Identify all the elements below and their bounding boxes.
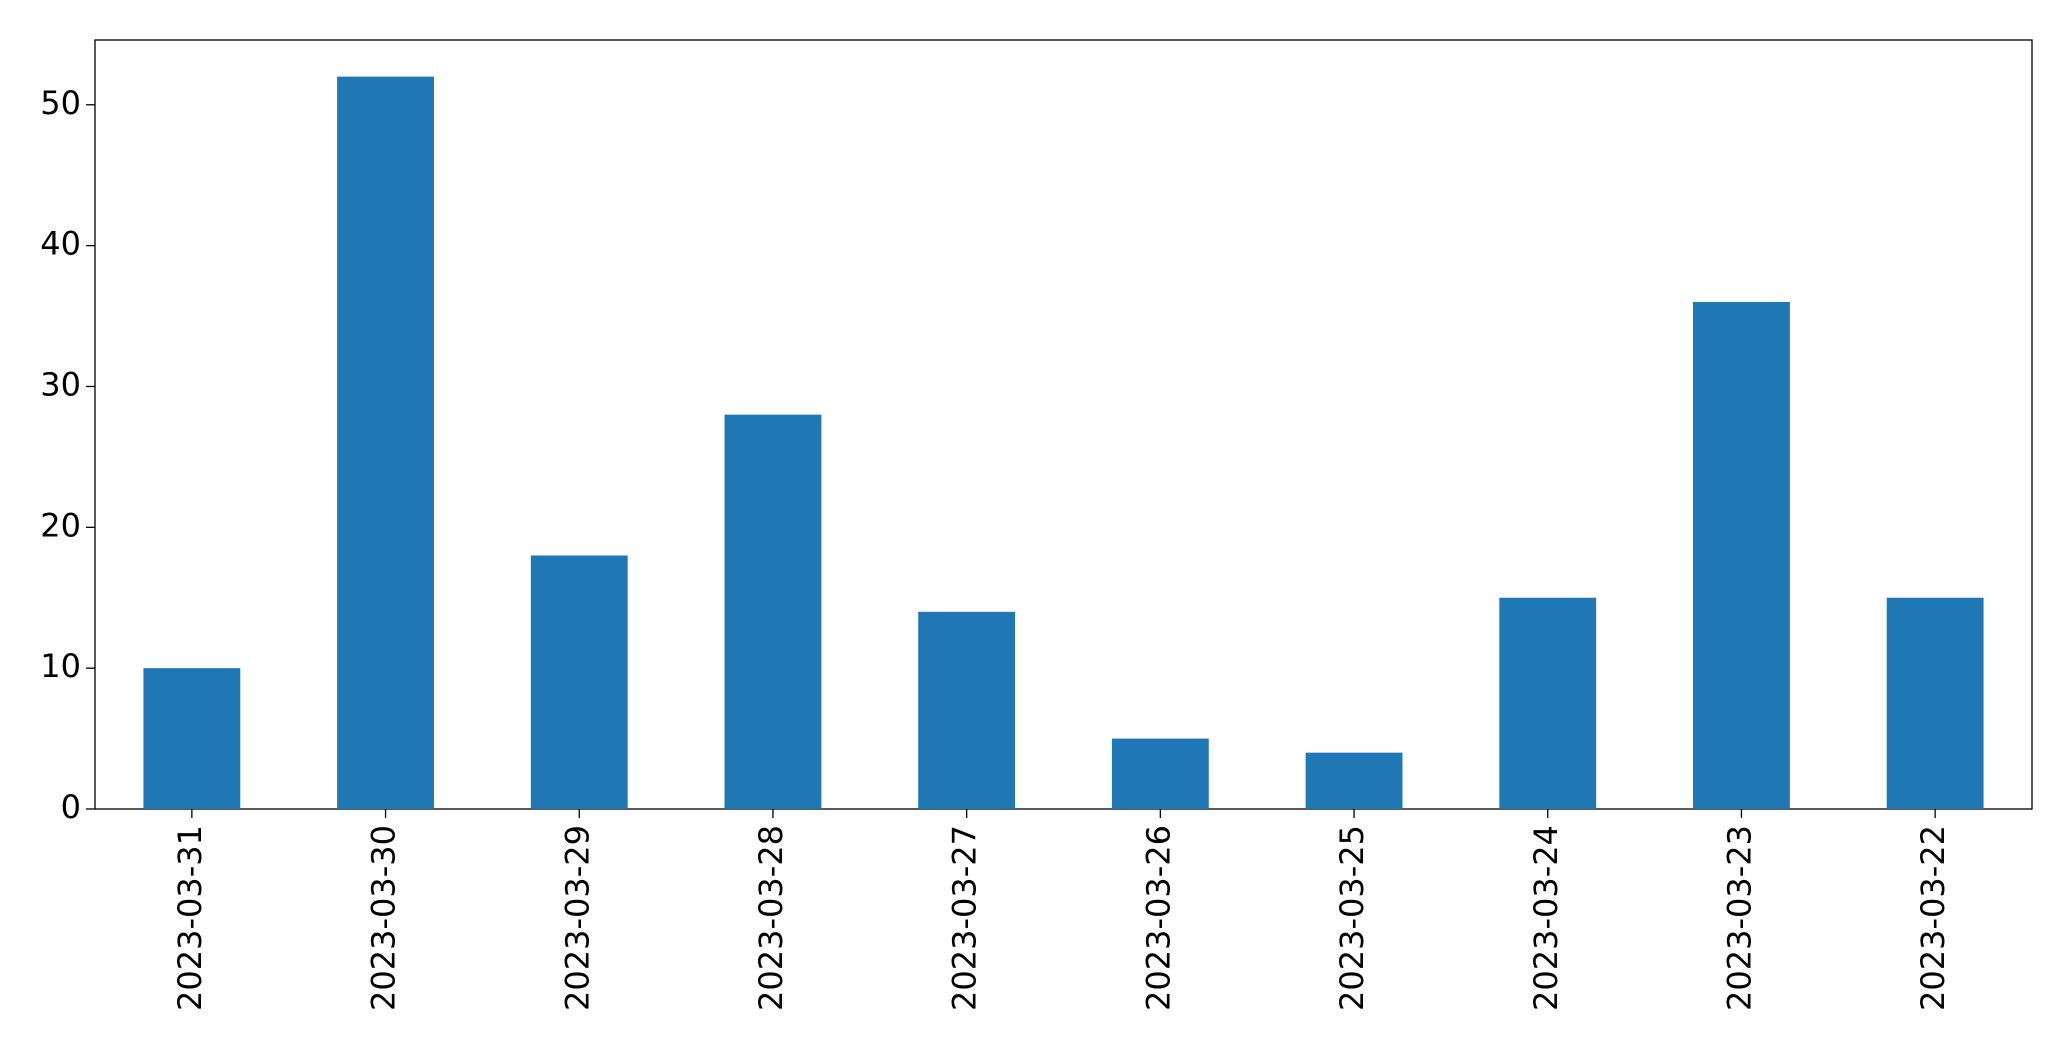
- bar: [530, 555, 628, 809]
- x-tick-label: 2023-03-30: [365, 825, 403, 1011]
- y-tick-label: 0: [61, 788, 81, 826]
- y-tick-label: 30: [40, 365, 81, 403]
- x-tick-label: 2023-03-31: [171, 825, 209, 1011]
- x-tick-label: 2023-03-29: [558, 825, 596, 1011]
- plot-frame: [94, 39, 2033, 810]
- y-tick-label: 20: [40, 506, 81, 544]
- x-tick-label: 2023-03-27: [946, 825, 984, 1011]
- bar: [918, 611, 1016, 809]
- y-tick-label: 50: [40, 84, 81, 122]
- bar: [1499, 597, 1597, 809]
- bar: [1305, 752, 1403, 809]
- y-tick-label: 10: [40, 647, 81, 685]
- y-tick-label: 40: [40, 225, 81, 263]
- x-tick-label: 2023-03-25: [1333, 825, 1371, 1011]
- bar: [1886, 597, 1984, 809]
- bar: [1693, 301, 1790, 809]
- bar: [337, 76, 434, 810]
- bar: [1111, 738, 1209, 809]
- x-tick-label: 2023-03-22: [1914, 825, 1952, 1011]
- x-tick-label: 2023-03-24: [1527, 825, 1565, 1011]
- bar: [143, 668, 241, 809]
- x-tick-label: 2023-03-28: [752, 825, 790, 1011]
- bar: [724, 414, 822, 809]
- x-tick-label: 2023-03-26: [1139, 825, 1177, 1011]
- x-tick-label: 2023-03-23: [1720, 825, 1758, 1011]
